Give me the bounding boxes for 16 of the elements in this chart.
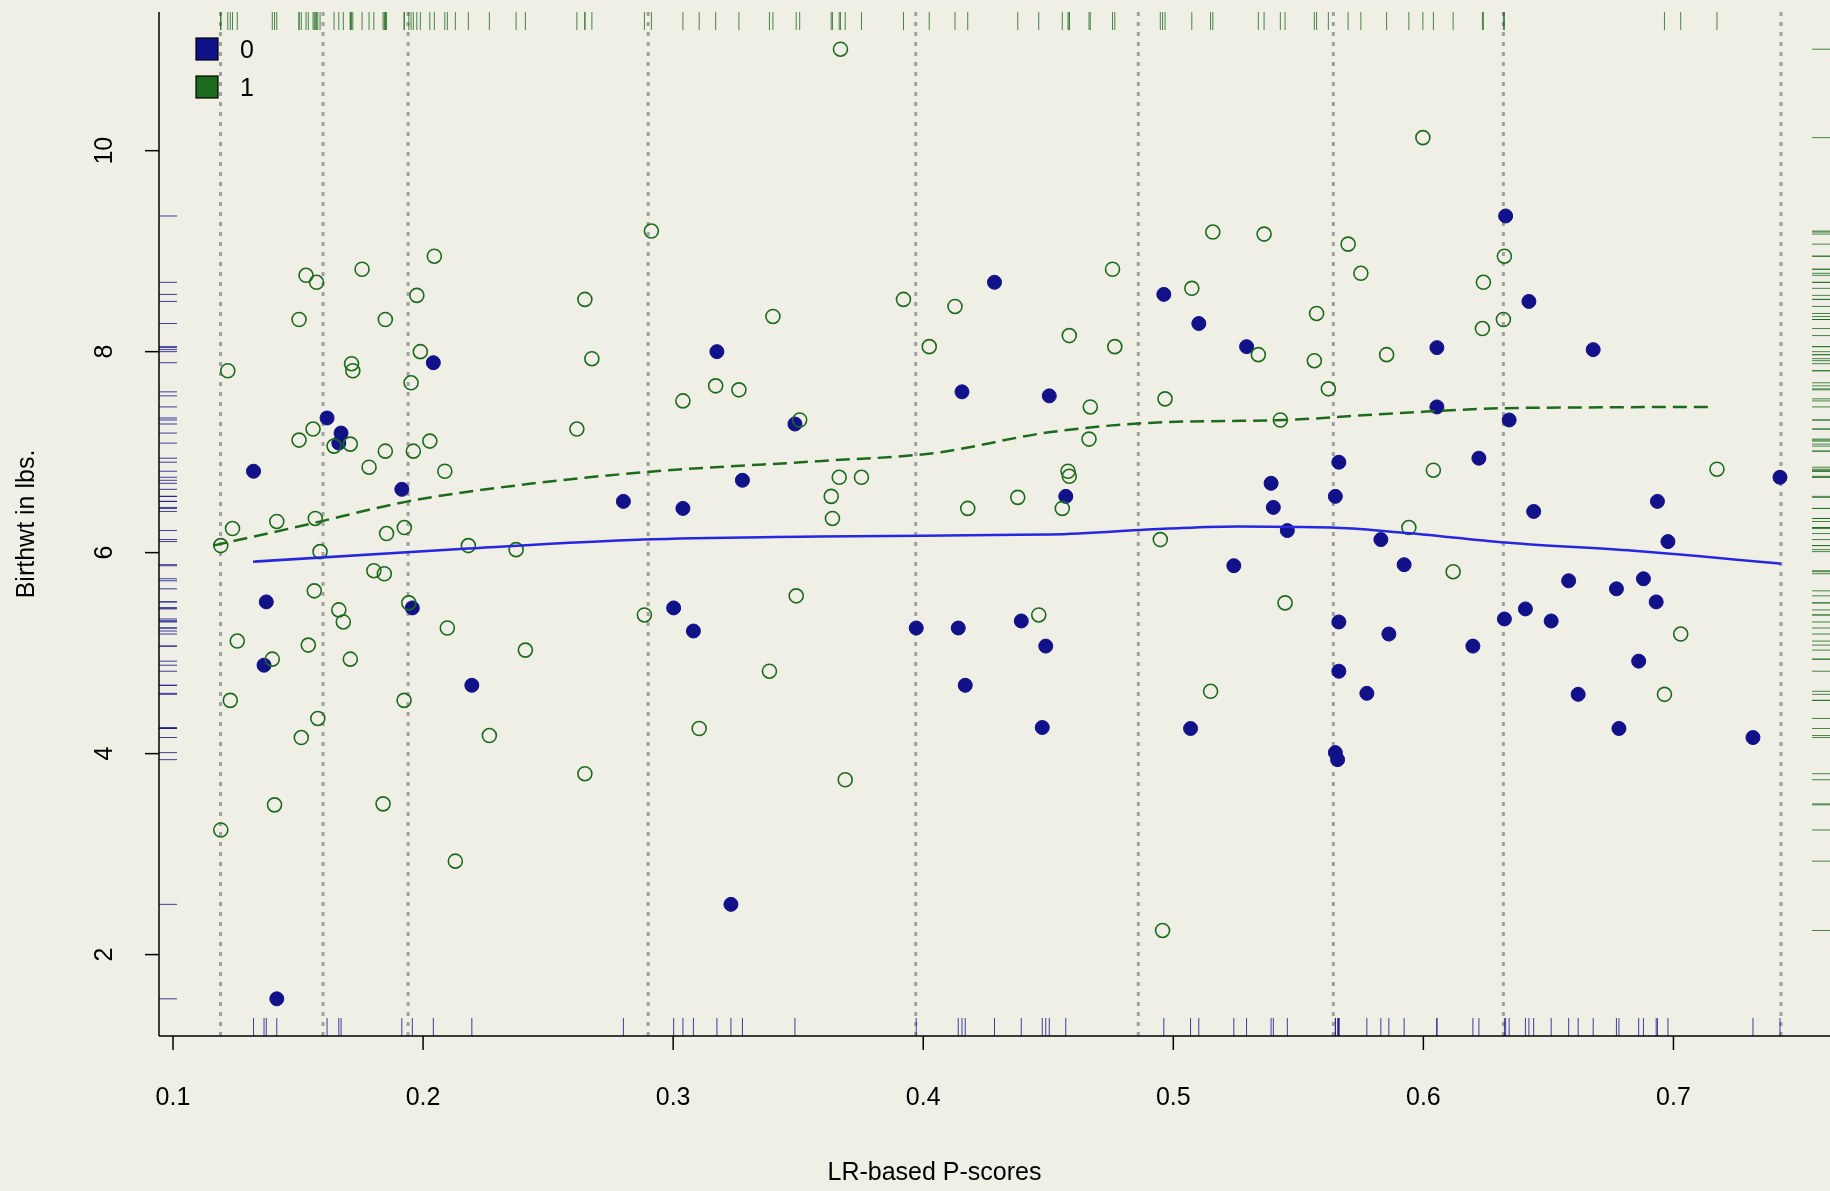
y-tick-label: 2 bbox=[89, 947, 117, 962]
x-tick-label: 0.6 bbox=[1406, 1082, 1441, 1110]
x-axis-title: LR-based P-scores bbox=[827, 1157, 1042, 1185]
x-tick-label: 0.2 bbox=[405, 1082, 441, 1110]
x-tick-label: 0.4 bbox=[905, 1082, 941, 1110]
y-tick-label: 10 bbox=[89, 136, 117, 165]
x-tick-label: 0.1 bbox=[155, 1082, 191, 1110]
y-axis-title: Birthwt in lbs. bbox=[11, 449, 39, 599]
y-tick-label: 8 bbox=[89, 344, 117, 359]
y-tick-label: 6 bbox=[89, 545, 117, 560]
legend-label: 0 bbox=[240, 35, 254, 63]
x-tick-label: 0.7 bbox=[1656, 1082, 1691, 1110]
legend-label: 1 bbox=[240, 73, 254, 101]
y-tick-label: 4 bbox=[89, 746, 117, 761]
x-tick-label: 0.3 bbox=[655, 1082, 691, 1110]
x-tick-label: 0.5 bbox=[1155, 1082, 1191, 1110]
